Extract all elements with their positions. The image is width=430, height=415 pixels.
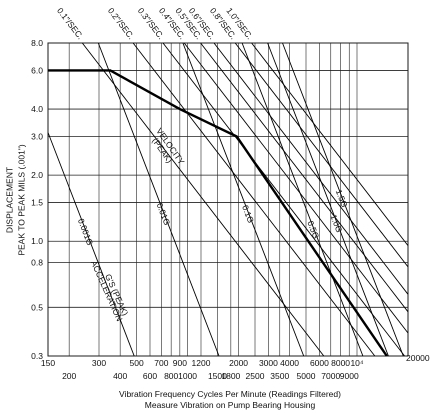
velocity-line (234, 42, 409, 268)
x-tick-label: 3000 (259, 358, 278, 368)
x-tick-label: 200 (62, 371, 76, 381)
x-tick-label: 600 (143, 371, 157, 381)
acceleration-label: 0.5G (305, 219, 321, 240)
acceleration-line (47, 132, 135, 357)
x-tick-label: 800 (164, 371, 178, 381)
acceleration-line (97, 42, 220, 357)
x-tick-label: 2000 (229, 358, 248, 368)
velocity-line (251, 42, 409, 246)
x-tick-label: 2500 (246, 371, 265, 381)
acceleration-line (267, 42, 389, 357)
y-tick-label: 2.0 (31, 170, 43, 180)
velocity-label: 0.2"/SEC. (106, 6, 137, 41)
x-axis-title: Vibration Frequency Cycles Per Minute (R… (119, 389, 341, 399)
x-tick-label: 4000 (280, 358, 299, 368)
x-tick-label: 1500 (208, 371, 227, 381)
acceleration-line (182, 42, 305, 357)
velocity-line (132, 42, 376, 357)
acceleration-line (241, 42, 364, 357)
x-tick-label: 5000 (297, 371, 316, 381)
y-axis-title: PEAK TO PEAK MILS (.001") (16, 144, 26, 256)
y-tick-label: 6.0 (31, 65, 43, 75)
y-tick-label: 3.0 (31, 132, 43, 142)
x-tick-label: 7000 (321, 371, 340, 381)
y-tick-label: 1.5 (31, 198, 43, 208)
y-tick-label: 8.0 (31, 38, 43, 48)
x-tick-label: 1000 (178, 371, 197, 381)
x-tick-label: 900 (173, 358, 187, 368)
limit-line (48, 69, 388, 357)
velocity-line (213, 42, 409, 295)
x-tick-label: 1200 (192, 358, 211, 368)
x-tick-label: 300 (92, 358, 106, 368)
y-tick-label: 0.3 (31, 351, 43, 361)
y-tick-label: 4.0 (31, 104, 43, 114)
velocity-line (183, 42, 409, 334)
x-tick-label: 1800 (221, 371, 240, 381)
x-tick-label: 150 (41, 358, 55, 368)
x-tick-label: 3500 (270, 371, 289, 381)
y-tick-label: 0.5 (31, 302, 43, 312)
x-tick-label: 10⁴ (350, 358, 363, 368)
acceleration-label: 0.1G (240, 204, 256, 225)
acceleration-label: 0.001G (76, 217, 95, 247)
x-tick-label: 20000 (406, 353, 430, 363)
x-tick-label: 400 (113, 371, 127, 381)
y-tick-label: 0.8 (31, 257, 43, 267)
x-tick-label: 500 (129, 358, 143, 368)
x-tick-label: 6000 (310, 358, 329, 368)
y-tick-label: 1.0 (31, 236, 43, 246)
x-axis-title: Measure Vibration on Pump Bearing Housin… (145, 400, 316, 410)
velocity-label: 0.1"/SEC. (55, 6, 86, 41)
acceleration-line (282, 42, 404, 357)
x-tick-label: 9000 (340, 371, 359, 381)
x-tick-label: 8000 (331, 358, 350, 368)
x-tick-label: 700 (154, 358, 168, 368)
acceleration-label: 1.5G (334, 188, 350, 209)
velocity-line (200, 42, 409, 313)
y-axis-title: DISPLACEMENT (4, 167, 14, 233)
velocity-line (162, 42, 405, 357)
acceleration-label: 0.01G (155, 201, 173, 226)
